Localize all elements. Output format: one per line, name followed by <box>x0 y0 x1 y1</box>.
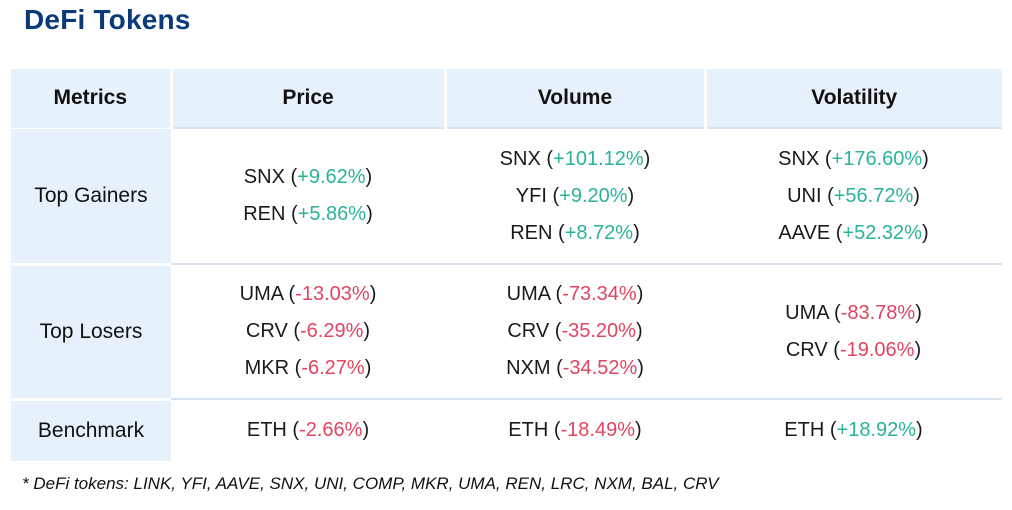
token-entry: SNX (+9.62%) <box>243 166 373 188</box>
table-row-top-gainers: Top Gainers SNX (+9.62%) REN (+5.86%) SN… <box>11 127 1002 264</box>
token-change: +176.60% <box>831 147 923 170</box>
token-change: -19.06% <box>839 338 915 361</box>
token-symbol: YFI <box>515 184 547 207</box>
token-change: -35.20% <box>561 320 636 342</box>
token-entry: SNX (+101.12%) <box>499 147 651 170</box>
token-change: -2.66% <box>299 418 363 441</box>
token-entry: NXM (-34.52%) <box>506 357 644 379</box>
token-change: +52.32% <box>842 221 922 244</box>
token-change: -13.03% <box>295 283 370 305</box>
column-header-volume: Volume <box>445 69 707 128</box>
token-symbol: UNI <box>787 184 822 207</box>
token-entry: YFI (+9.20%) <box>515 184 635 207</box>
row-label-top-gainers: Top Gainers <box>11 127 171 264</box>
token-symbol: MKR <box>244 357 290 379</box>
token-symbol: UMA <box>785 301 829 324</box>
token-entry: CRV (-19.06%) <box>785 338 922 361</box>
token-symbol: NXM <box>506 357 551 379</box>
token-symbol: ETH <box>784 418 825 441</box>
token-change: +9.20% <box>559 184 628 207</box>
token-change: -18.49% <box>560 418 636 441</box>
token-symbol: CRV <box>245 320 288 342</box>
token-entry: REN (+5.86%) <box>243 203 373 225</box>
table-row-top-losers: Top Losers UMA (-13.03%) CRV (-6.29%) MK… <box>11 262 1002 399</box>
cell-losers-volatility: UMA (-83.78%) CRV (-19.06%) <box>705 263 1002 399</box>
token-symbol: ETH <box>508 418 549 441</box>
token-symbol: AAVE <box>778 221 831 244</box>
token-entry: ETH (-18.49%) <box>508 418 642 441</box>
token-symbol: SNX <box>499 147 541 170</box>
table-row-benchmark: Benchmark ETH (-2.66%) ETH (-18.49%) ETH… <box>11 397 1002 461</box>
token-change: -73.34% <box>562 283 637 305</box>
token-change: +8.72% <box>564 221 634 244</box>
token-entry: UMA (-83.78%) <box>785 301 922 324</box>
row-label-benchmark: Benchmark <box>11 397 171 461</box>
token-change: -83.78% <box>840 301 916 324</box>
token-symbol: UMA <box>506 283 550 305</box>
token-entry: SNX (+176.60%) <box>778 147 929 170</box>
token-entry: AAVE (+52.32%) <box>778 221 929 244</box>
table-header-row: Metrics Price Volume Volatility <box>11 69 1002 128</box>
token-change: -6.27% <box>301 357 365 379</box>
cell-benchmark-price: ETH (-2.66%) <box>171 398 445 461</box>
token-entry: UNI (+56.72%) <box>787 184 920 207</box>
token-symbol: SNX <box>778 147 820 170</box>
token-entry: UMA (-13.03%) <box>239 283 377 305</box>
token-symbol: ETH <box>246 418 287 441</box>
column-header-metrics: Metrics <box>11 69 173 128</box>
token-entry: ETH (+18.92%) <box>784 418 923 441</box>
token-symbol: SNX <box>243 166 285 188</box>
cell-losers-price: UMA (-13.03%) CRV (-6.29%) MKR (-6.27%) <box>171 263 445 399</box>
token-symbol: REN <box>243 203 286 225</box>
cell-gainers-volatility: SNX (+176.60%) UNI (+56.72%) AAVE (+52.3… <box>705 127 1002 264</box>
token-change: +101.12% <box>553 147 644 170</box>
cell-losers-volume: UMA (-73.34%) CRV (-35.20%) NXM (-34.52%… <box>445 263 705 399</box>
token-change: -34.52% <box>562 357 638 379</box>
token-entry: CRV (-35.20%) <box>507 320 643 342</box>
token-symbol: CRV <box>507 320 550 342</box>
token-change: +56.72% <box>833 184 914 207</box>
defi-tokens-table: Metrics Price Volume Volatility Top Gain… <box>11 69 1002 461</box>
cell-benchmark-volatility: ETH (+18.92%) <box>705 398 1002 461</box>
cell-gainers-price: SNX (+9.62%) REN (+5.86%) <box>171 127 445 264</box>
token-change: -6.29% <box>300 320 364 342</box>
token-entry: UMA (-73.34%) <box>506 283 644 305</box>
token-change: +5.86% <box>297 203 367 225</box>
token-entry: MKR (-6.27%) <box>244 357 372 379</box>
page-title: DeFi Tokens <box>24 4 191 35</box>
token-symbol: CRV <box>785 338 828 361</box>
token-symbol: REN <box>510 221 553 244</box>
cell-benchmark-volume: ETH (-18.49%) <box>445 398 705 461</box>
token-entry: ETH (-2.66%) <box>246 418 370 441</box>
token-entry: CRV (-6.29%) <box>245 320 371 342</box>
cell-gainers-volume: SNX (+101.12%) YFI (+9.20%) REN (+8.72%) <box>445 127 705 264</box>
column-header-volatility: Volatility <box>705 69 1002 128</box>
row-label-top-losers: Top Losers <box>11 262 171 399</box>
column-header-price: Price <box>171 69 447 128</box>
footnote: * DeFi tokens: LINK, YFI, AAVE, SNX, UNI… <box>22 474 719 493</box>
token-entry: REN (+8.72%) <box>510 221 640 244</box>
token-change: +9.62% <box>297 166 366 188</box>
token-symbol: UMA <box>239 283 283 305</box>
token-change: +18.92% <box>836 418 917 441</box>
